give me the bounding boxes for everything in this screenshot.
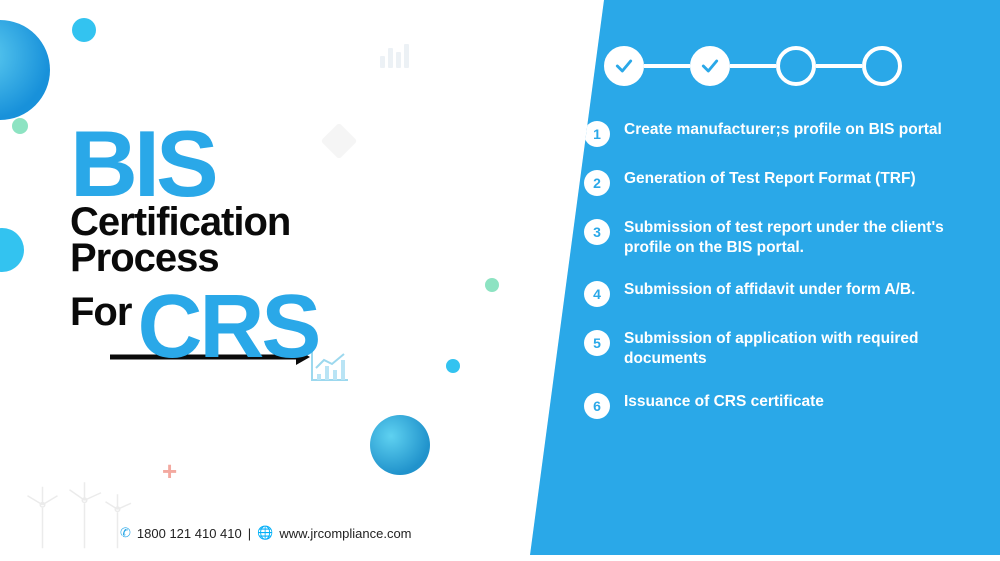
step-item-1: 1 Create manufacturer;s profile on BIS p… — [584, 120, 966, 147]
step-text: Submission of test report under the clie… — [624, 218, 964, 258]
deco-dot-blue-mid — [0, 228, 24, 272]
step-number: 3 — [584, 219, 610, 245]
step-number: 1 — [584, 121, 610, 147]
stepper-line-1 — [644, 64, 690, 68]
step-number: 2 — [584, 170, 610, 196]
step-item-2: 2 Generation of Test Report Format (TRF) — [584, 169, 966, 196]
footer-phone: 1800 121 410 410 — [137, 526, 242, 541]
step-text: Submission of application with required … — [624, 329, 964, 369]
step-text: Create manufacturer;s profile on BIS por… — [624, 120, 942, 140]
title-block: BIS Certification Process For CRS — [70, 122, 470, 374]
step-item-5: 5 Submission of application with require… — [584, 329, 966, 369]
steps-list: 1 Create manufacturer;s profile on BIS p… — [584, 120, 966, 419]
deco-plus-icon: + — [162, 456, 177, 487]
stepper-circle-done-1 — [604, 46, 644, 86]
step-text: Generation of Test Report Format (TRF) — [624, 169, 916, 189]
title-crs: CRS — [137, 291, 318, 363]
step-text: Submission of affidavit under form A/B. — [624, 280, 915, 300]
step-text: Issuance of CRS certificate — [624, 392, 824, 412]
step-number: 4 — [584, 281, 610, 307]
deco-gradient-circle-bottom — [370, 415, 430, 475]
title-for: For — [70, 291, 131, 333]
deco-dot-mint-1 — [12, 118, 28, 134]
right-panel: 1 Create manufacturer;s profile on BIS p… — [530, 0, 1000, 555]
stepper-circle-pending-3 — [776, 46, 816, 86]
deco-mini-bars-top — [380, 44, 409, 68]
step-item-3: 3 Submission of test report under the cl… — [584, 218, 966, 258]
stepper-line-3 — [816, 64, 862, 68]
stepper-circle-pending-4 — [862, 46, 902, 86]
footer: ✆ 1800 121 410 410 | 🌐 www.jrcompliance.… — [120, 525, 412, 541]
deco-dot-blue — [72, 18, 96, 42]
globe-icon: 🌐 — [257, 525, 273, 541]
phone-icon: ✆ — [120, 525, 131, 541]
deco-dot-mint-2 — [485, 278, 499, 292]
step-item-4: 4 Submission of affidavit under form A/B… — [584, 280, 966, 307]
step-item-6: 6 Issuance of CRS certificate — [584, 392, 966, 419]
step-number: 5 — [584, 330, 610, 356]
step-number: 6 — [584, 393, 610, 419]
deco-gradient-circle-top-left — [0, 20, 50, 120]
stepper-line-2 — [730, 64, 776, 68]
footer-website: www.jrcompliance.com — [279, 526, 411, 541]
deco-wind-turbines-icon — [20, 476, 140, 561]
progress-stepper — [604, 46, 966, 86]
stepper-circle-done-2 — [690, 46, 730, 86]
footer-separator: | — [248, 526, 251, 541]
title-bis: BIS — [70, 122, 470, 207]
